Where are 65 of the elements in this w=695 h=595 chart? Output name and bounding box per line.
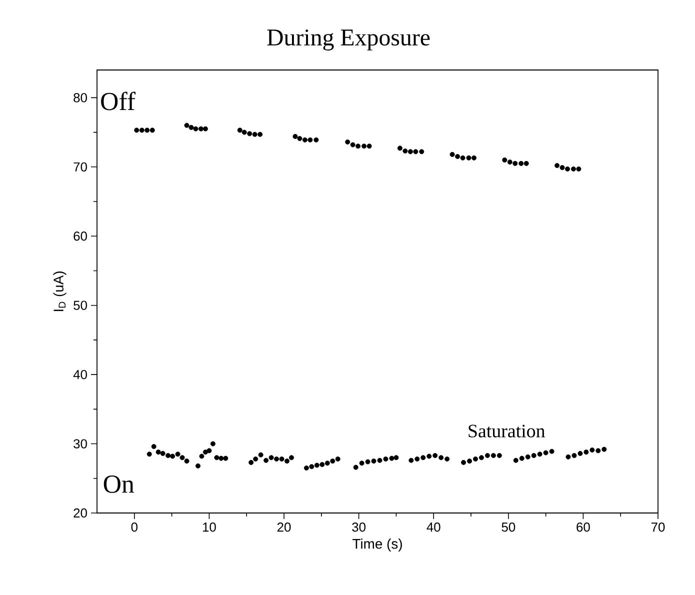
y-tick-label: 80	[74, 93, 87, 102]
x-tick-label: 30	[352, 522, 366, 532]
point	[397, 146, 402, 151]
x-tick-label: 10	[202, 522, 216, 532]
point	[345, 139, 350, 144]
point	[408, 149, 413, 154]
point	[472, 155, 476, 160]
x-tick-label: 40	[426, 522, 440, 532]
point	[144, 128, 150, 133]
point	[576, 166, 582, 172]
point	[419, 149, 424, 154]
x-axis-title: Time (s)	[352, 538, 402, 552]
point	[518, 160, 524, 166]
point	[188, 124, 194, 130]
point	[356, 144, 361, 149]
x-tick-label: 0	[131, 522, 138, 532]
point	[450, 152, 455, 157]
point	[308, 137, 313, 142]
point	[560, 165, 565, 170]
point	[350, 142, 356, 148]
chart-title: During Exposure	[267, 30, 430, 50]
point	[565, 166, 570, 172]
y-tick-label: 20	[74, 508, 87, 518]
y-axis-title: I$_{D}$ (uA)	[53, 272, 66, 312]
point	[258, 132, 263, 137]
point	[460, 155, 466, 160]
y-tick-label: 50	[74, 300, 87, 310]
point	[502, 157, 508, 162]
point	[139, 128, 144, 133]
point	[237, 128, 242, 133]
y-tick-label: 60	[74, 232, 87, 241]
point	[362, 144, 367, 149]
point	[507, 160, 512, 165]
point	[524, 160, 529, 166]
annotation: On	[104, 475, 134, 493]
point	[402, 148, 408, 154]
point	[184, 122, 190, 128]
point	[134, 128, 140, 133]
point	[297, 136, 302, 142]
point	[198, 126, 204, 132]
point	[302, 137, 308, 142]
y-tick-label: 30	[74, 439, 87, 448]
point	[292, 134, 298, 139]
y-tick-label: 40	[73, 370, 87, 380]
point	[570, 166, 576, 172]
annotation: Saturation	[468, 424, 545, 438]
point	[413, 149, 418, 154]
point	[512, 160, 518, 166]
point	[366, 144, 372, 149]
x-tick-label: 50	[502, 522, 516, 532]
x-tick-label: 70	[651, 522, 665, 532]
y-tick-label: 70	[74, 162, 87, 172]
point	[466, 155, 472, 160]
point	[150, 128, 155, 133]
x-tick-label: 20	[277, 522, 291, 532]
point	[314, 137, 319, 142]
point	[252, 132, 258, 137]
point	[193, 126, 198, 132]
point	[242, 130, 247, 135]
point	[554, 163, 560, 168]
point	[202, 126, 208, 132]
annotation: Off	[101, 92, 136, 110]
point	[247, 131, 252, 136]
x-tick-label: 60	[576, 522, 590, 532]
point	[455, 154, 460, 160]
